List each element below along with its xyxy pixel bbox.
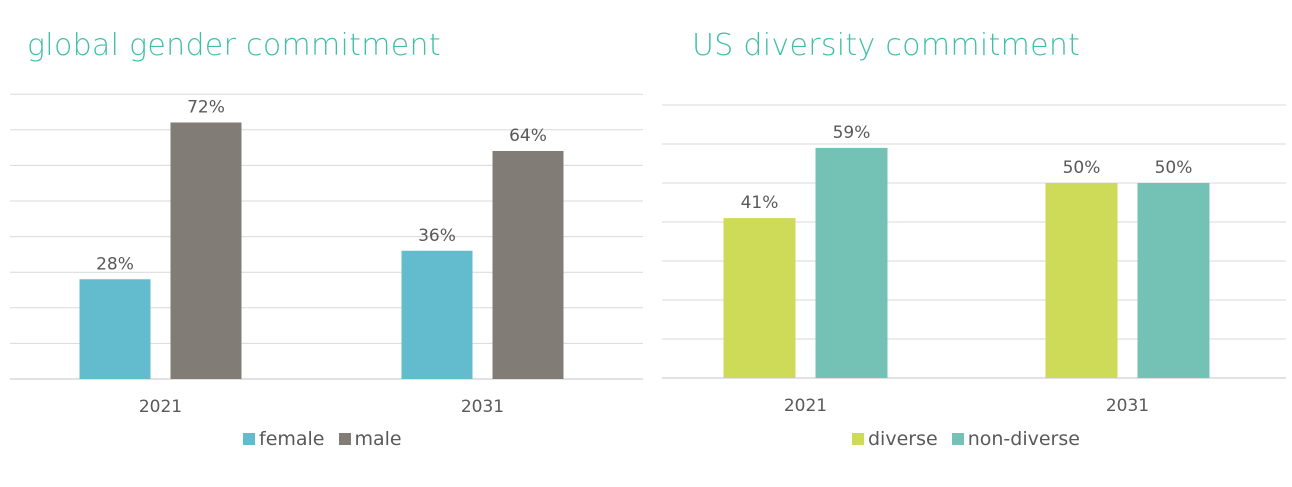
legend-item-diverse: diverse [852,428,938,450]
gender-chart-plot: 28% 72% 2021 36% 64% 2031 [10,93,643,417]
data-label: 41% [741,193,779,213]
chart-title: US diversity commitment [692,28,1081,63]
gender-chart-panel: global gender commitment 28% 72% 2021 36% 64… [10,28,643,450]
bar-female [79,279,151,379]
legend-item-female: female [243,428,325,450]
bar-non-diverse [815,147,888,378]
chart-legend: female male [243,428,416,450]
data-label: 64% [509,126,547,146]
chart-title: global gender commitment [27,28,441,63]
legend-swatch-female [243,433,255,445]
x-tick-label: 2021 [139,397,182,417]
legend-label-male: male [354,428,402,450]
bar-diverse [1045,183,1118,378]
chart-legend: diverse non-diverse [852,428,1094,450]
diversity-chart-panel: US diversity commitment 41% 59% 2021 50% 50%… [646,0,1292,487]
legend-item-non-diverse: non-diverse [951,428,1080,450]
legend-swatch-non-diverse [951,433,964,445]
data-label: 50% [1155,158,1193,178]
data-label: 28% [96,254,134,274]
x-tick-label: 2021 [784,396,827,416]
legend-label-non-diverse: non-diverse [967,428,1080,450]
x-tick-label: 2031 [1106,396,1149,416]
bar-female [401,250,473,379]
bar-diverse [723,218,796,378]
diversity-chart-plot: 41% 59% 2021 50% 50% 2031 [662,104,1286,416]
bar-non-diverse [1137,183,1210,378]
legend-label-diverse: diverse [868,428,938,450]
bar-male [492,151,564,379]
data-label: 72% [187,98,225,118]
legend-label-female: female [259,428,325,450]
data-label: 36% [418,226,456,246]
legend-swatch-diverse [852,433,864,445]
data-label: 59% [833,123,871,143]
legend-item-male: male [338,428,402,450]
legend-swatch-male [338,433,351,445]
x-tick-label: 2031 [461,397,504,417]
bar-male [170,122,242,379]
data-label: 50% [1063,158,1101,178]
